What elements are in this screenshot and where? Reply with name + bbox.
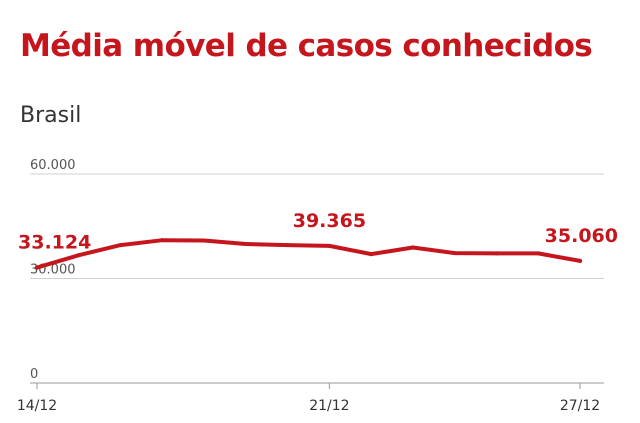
series-line	[35, 238, 582, 270]
data-point	[494, 251, 499, 256]
x-tick-label: 21/12	[309, 398, 349, 414]
data-point	[243, 242, 248, 247]
data-point	[118, 243, 123, 248]
chart-subtitle: Brasil	[20, 103, 82, 128]
x-tick-label: 27/12	[560, 398, 600, 414]
data-point	[202, 238, 207, 243]
data-label: 33.124	[18, 232, 91, 254]
y-tick-label: 60.000	[30, 158, 76, 173]
data-point	[327, 243, 332, 248]
data-point	[452, 251, 457, 256]
data-point	[35, 265, 39, 270]
data-label: 35.060	[545, 225, 618, 247]
x-tick-label: 14/12	[17, 398, 57, 414]
data-point	[160, 238, 165, 243]
y-tick-label: 0	[30, 367, 38, 382]
data-point	[410, 245, 415, 250]
data-point	[369, 252, 374, 257]
data-label: 39.365	[293, 210, 366, 232]
chart-title: Média móvel de casos conhecidos	[20, 28, 593, 64]
data-point	[76, 253, 81, 258]
data-point	[285, 243, 290, 248]
data-point	[536, 251, 541, 256]
data-point	[578, 258, 582, 263]
